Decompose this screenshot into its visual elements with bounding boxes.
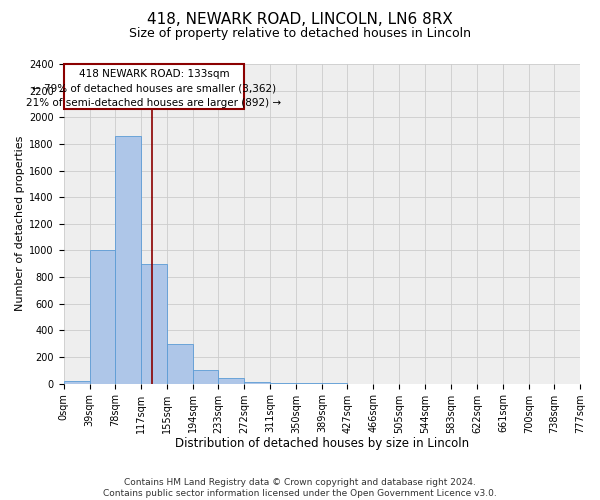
Text: ← 79% of detached houses are smaller (3,362): ← 79% of detached houses are smaller (3,… [32,84,276,94]
Bar [218,378,244,384]
Text: 418 NEWARK ROAD: 133sqm: 418 NEWARK ROAD: 133sqm [79,70,229,80]
Text: 418, NEWARK ROAD, LINCOLN, LN6 8RX: 418, NEWARK ROAD, LINCOLN, LN6 8RX [147,12,453,28]
Bar [64,381,89,384]
Bar [167,344,193,384]
Bar [89,250,115,384]
Text: Contains HM Land Registry data © Crown copyright and database right 2024.
Contai: Contains HM Land Registry data © Crown c… [103,478,497,498]
Text: Size of property relative to detached houses in Lincoln: Size of property relative to detached ho… [129,28,471,40]
Bar [64,64,244,110]
Bar [115,136,142,384]
Bar [142,264,167,384]
Text: 21% of semi-detached houses are larger (892) →: 21% of semi-detached houses are larger (… [26,98,281,108]
X-axis label: Distribution of detached houses by size in Lincoln: Distribution of detached houses by size … [175,437,469,450]
Bar [193,370,218,384]
Y-axis label: Number of detached properties: Number of detached properties [15,136,25,312]
Bar [244,382,271,384]
Bar [271,383,296,384]
